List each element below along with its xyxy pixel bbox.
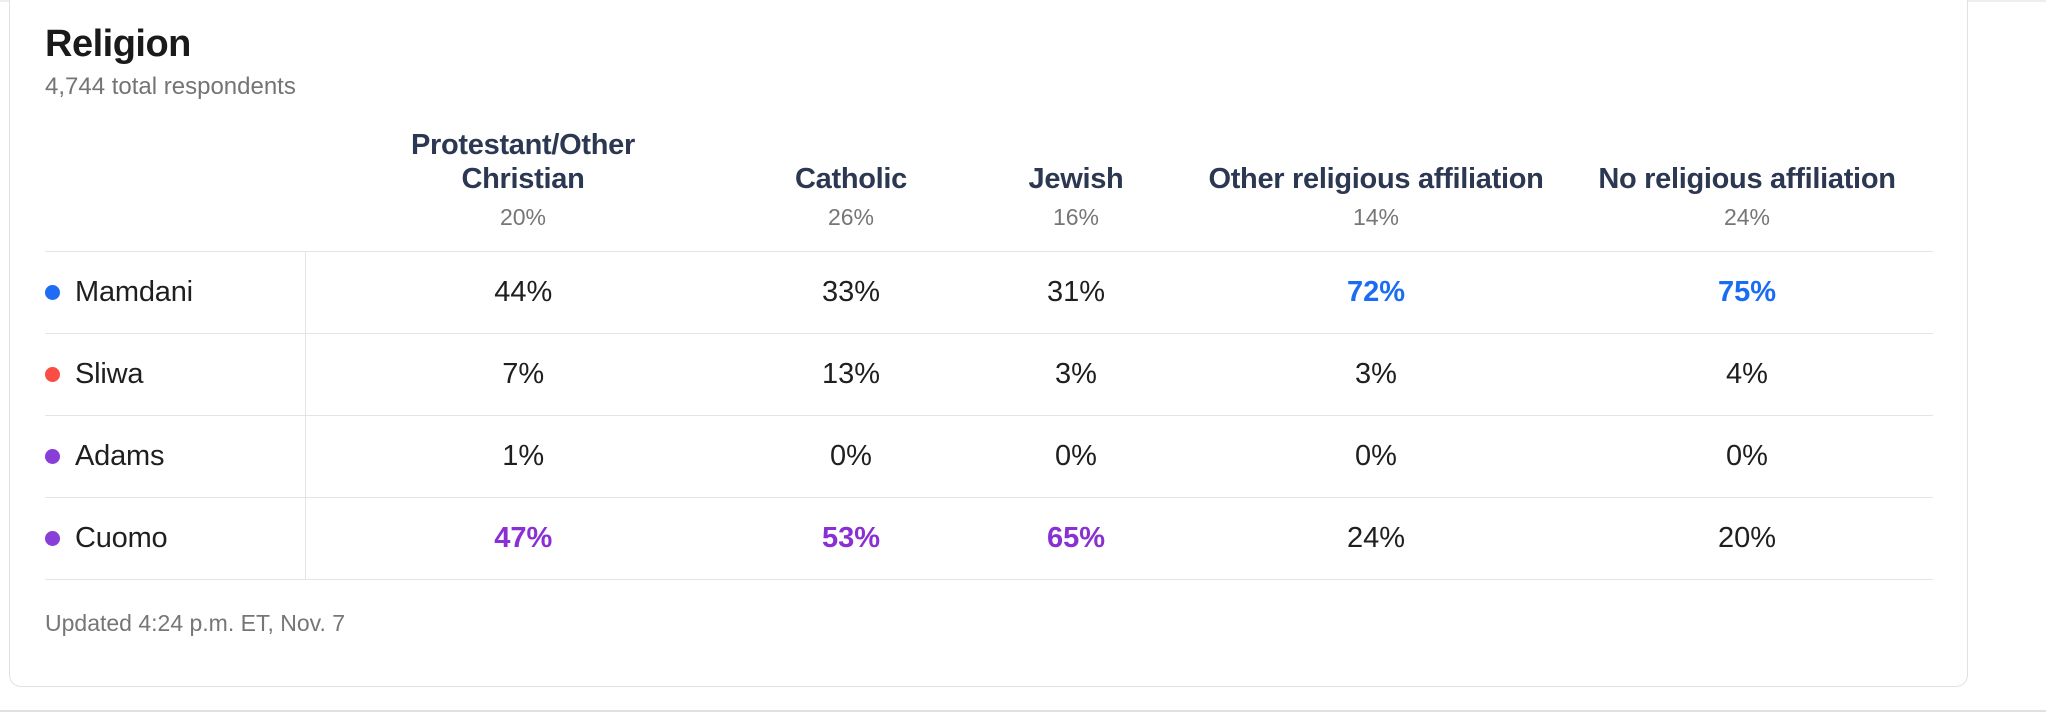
column-share-percent: 14% <box>1352 204 1400 231</box>
value-cell-adams-protestant-other-christian: 1% <box>305 415 741 498</box>
column-share-percent: 26% <box>827 204 875 231</box>
value-cell-sliwa-catholic: 13% <box>741 333 961 416</box>
value-cell-sliwa-other-religious-affiliation: 3% <box>1191 333 1561 416</box>
table-row-adams: Adams 1% 0% 0% 0% 0% <box>45 415 1933 498</box>
religion-poll-card: Religion 4,744 total respondents Protest… <box>9 0 1968 687</box>
candidate-name: Adams <box>75 440 165 473</box>
value-cell-adams-other-religious-affiliation: 0% <box>1191 415 1561 498</box>
candidate-label-cell: Adams <box>45 415 306 498</box>
table-row-cuomo: Cuomo 47% 53% 65% 24% 20% <box>45 497 1933 581</box>
value-cell-mamdani-protestant-other-christian: 44% <box>305 251 741 334</box>
value-cell-mamdani-other-religious-affiliation: 72% <box>1191 251 1561 334</box>
column-header-protestant-other-christian: Protestant/Other Christian 20% <box>305 128 741 252</box>
column-share-percent: 20% <box>499 204 547 231</box>
candidate-name: Cuomo <box>75 522 168 555</box>
value-cell-cuomo-other-religious-affiliation: 24% <box>1191 497 1561 581</box>
value-cell-cuomo-no-religious-affiliation: 20% <box>1561 497 1933 581</box>
page-title: Religion <box>45 23 191 65</box>
value-cell-adams-catholic: 0% <box>741 415 961 498</box>
value-cell-mamdani-no-religious-affiliation: 75% <box>1561 251 1933 334</box>
column-share-percent: 16% <box>1052 204 1100 231</box>
column-header-no-religious-affiliation: No religious affiliation 24% <box>1561 128 1933 252</box>
candidate-name: Mamdani <box>75 276 193 309</box>
candidate-name: Sliwa <box>75 358 144 391</box>
value-cell-cuomo-protestant-other-christian: 47% <box>305 497 741 581</box>
column-label: Protestant/Other Christian <box>410 128 635 195</box>
table-body: Mamdani 44% 33% 31% 72% 75% Sliwa 7% 13% 3% 3% 4% Ad… <box>45 251 1933 581</box>
candidate-dot-icon <box>45 285 60 301</box>
value-cell-sliwa-no-religious-affiliation: 4% <box>1561 333 1933 416</box>
value-cell-cuomo-jewish: 65% <box>961 497 1191 581</box>
table-row-mamdani: Mamdani 44% 33% 31% 72% 75% <box>45 251 1933 334</box>
candidate-label-cell: Cuomo <box>45 497 306 581</box>
updated-timestamp: Updated 4:24 p.m. ET, Nov. 7 <box>45 610 346 637</box>
column-label: No religious affiliation <box>1598 162 1896 195</box>
value-cell-sliwa-protestant-other-christian: 7% <box>305 333 741 416</box>
column-label: Catholic <box>795 162 907 195</box>
value-cell-adams-no-religious-affiliation: 0% <box>1561 415 1933 498</box>
column-header-catholic: Catholic 26% <box>741 128 961 252</box>
value-cell-cuomo-catholic: 53% <box>741 497 961 581</box>
table-header: Protestant/Other Christian 20% Catholic 26%… <box>45 128 1933 252</box>
religion-results-table: Protestant/Other Christian 20% Catholic 26%… <box>45 128 1933 581</box>
table-row-sliwa: Sliwa 7% 13% 3% 3% 4% <box>45 333 1933 416</box>
header-row: Protestant/Other Christian 20% Catholic 26%… <box>45 128 1933 252</box>
column-label: Jewish <box>1028 162 1124 195</box>
column-header-jewish: Jewish 16% <box>961 128 1191 252</box>
header-empty-cell <box>45 128 305 252</box>
value-cell-mamdani-catholic: 33% <box>741 251 961 334</box>
column-share-percent: 24% <box>1723 204 1771 231</box>
column-label: Other religious affiliation <box>1208 162 1544 195</box>
column-header-other-religious-affiliation: Other religious affiliation 14% <box>1191 128 1561 252</box>
respondents-count: 4,744 total respondents <box>45 72 296 100</box>
candidate-label-cell: Mamdani <box>45 251 306 334</box>
candidate-label-cell: Sliwa <box>45 333 306 416</box>
page-bottom-divider <box>0 710 2046 712</box>
value-cell-adams-jewish: 0% <box>961 415 1191 498</box>
value-cell-sliwa-jewish: 3% <box>961 333 1191 416</box>
candidate-dot-icon <box>45 367 60 383</box>
value-cell-mamdani-jewish: 31% <box>961 251 1191 334</box>
candidate-dot-icon <box>45 531 60 547</box>
candidate-dot-icon <box>45 449 60 465</box>
